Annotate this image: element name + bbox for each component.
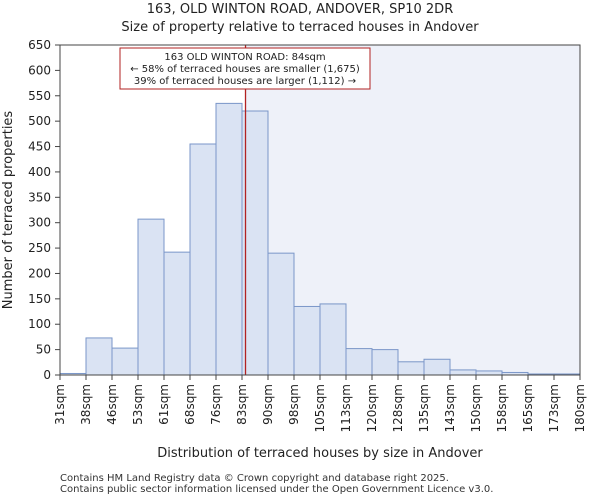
- x-tick-label-180sqm: 180sqm: [573, 384, 587, 432]
- x-tick-label-128sqm: 128sqm: [391, 384, 405, 432]
- y-tick-label-100: 100: [28, 317, 51, 331]
- bar-113sqm: [345, 348, 373, 376]
- x-tick-label-90sqm: 90sqm: [261, 384, 275, 425]
- footer-licence: Contains public sector information licen…: [60, 484, 494, 495]
- annotation-line-1: 163 OLD WINTON ROAD: 84sqm: [164, 52, 325, 63]
- y-tick-label-600: 600: [28, 63, 51, 77]
- y-tick-label-200: 200: [28, 266, 51, 280]
- x-tick-label-83sqm: 83sqm: [235, 384, 249, 425]
- y-tick-label-350: 350: [28, 190, 51, 204]
- bar-120sqm: [371, 349, 399, 376]
- x-tick-label-113sqm: 113sqm: [339, 384, 353, 432]
- bar-98sqm: [293, 305, 321, 376]
- x-tick-label-135sqm: 135sqm: [417, 384, 431, 432]
- y-tick-label-50: 50: [36, 343, 51, 357]
- x-tick-label-120sqm: 120sqm: [365, 384, 379, 432]
- bar-90sqm: [267, 252, 295, 376]
- y-axis: 0 50 100 150 200 250 300 350 400 450 500 550 600 650: [28, 38, 60, 382]
- x-tick-label-158sqm: 158sqm: [495, 384, 509, 432]
- y-tick-label-250: 250: [28, 241, 51, 255]
- x-tick-label-31sqm: 31sqm: [53, 384, 67, 425]
- bar-76sqm: [215, 102, 243, 376]
- chart-subtitle: Size of property relative to terraced ho…: [121, 20, 479, 35]
- chart-title: 163, OLD WINTON ROAD, ANDOVER, SP10 2DR: [146, 2, 454, 17]
- y-tick-label-650: 650: [28, 38, 51, 52]
- x-tick-label-76sqm: 76sqm: [209, 384, 223, 425]
- bar-61sqm: [163, 251, 191, 376]
- bar-38sqm: [85, 337, 113, 376]
- bar-105sqm: [319, 303, 347, 376]
- y-tick-label-400: 400: [28, 165, 51, 179]
- bar-53sqm: [137, 218, 165, 376]
- footer-copyright: Contains HM Land Registry data © Crown c…: [60, 473, 449, 484]
- bar-150sqm: [475, 370, 503, 376]
- bar-143sqm: [449, 369, 477, 376]
- y-tick-label-550: 550: [28, 89, 51, 103]
- x-tick-label-68sqm: 68sqm: [183, 384, 197, 425]
- bar-83sqm: [241, 110, 269, 376]
- x-tick-label-173sqm: 173sqm: [547, 384, 561, 432]
- y-tick-label-450: 450: [28, 140, 51, 154]
- bars-group: [59, 102, 581, 376]
- x-tick-label-61sqm: 61sqm: [157, 384, 171, 425]
- x-tick-label-38sqm: 38sqm: [79, 384, 93, 425]
- x-tick-label-98sqm: 98sqm: [287, 384, 301, 425]
- x-tick-label-53sqm: 53sqm: [131, 384, 145, 425]
- x-tick-label-105sqm: 105sqm: [313, 384, 327, 432]
- bar-46sqm: [111, 347, 139, 376]
- x-tick-label-150sqm: 150sqm: [469, 384, 483, 432]
- y-tick-label-300: 300: [28, 216, 51, 230]
- x-tick-label-165sqm: 165sqm: [521, 384, 535, 432]
- y-tick-label-500: 500: [28, 114, 51, 128]
- bar-135sqm: [423, 358, 451, 376]
- y-axis-label: Number of terraced properties: [1, 111, 16, 310]
- x-axis-label: Distribution of terraced houses by size …: [157, 446, 483, 461]
- y-tick-label-150: 150: [28, 292, 51, 306]
- bar-68sqm: [189, 143, 217, 376]
- annotation-line-3: 39% of terraced houses are larger (1,112…: [134, 76, 356, 87]
- x-tick-label-46sqm: 46sqm: [105, 384, 119, 425]
- annotation-border: [119, 47, 371, 90]
- annotation-line-2: ← 58% of terraced houses are smaller (1,…: [130, 64, 360, 75]
- x-tick-label-143sqm: 143sqm: [443, 384, 457, 432]
- y-tick-label-0: 0: [43, 368, 51, 382]
- annotation-box: 163 OLD WINTON ROAD: 84sqm ← 58% of terr…: [119, 47, 371, 90]
- plot-frame: [59, 44, 581, 376]
- bar-128sqm: [397, 361, 425, 376]
- x-axis: 31sqm 38sqm 46sqm 53sqm 61sqm 68sqm 76sqm 83sqm…: [53, 375, 587, 432]
